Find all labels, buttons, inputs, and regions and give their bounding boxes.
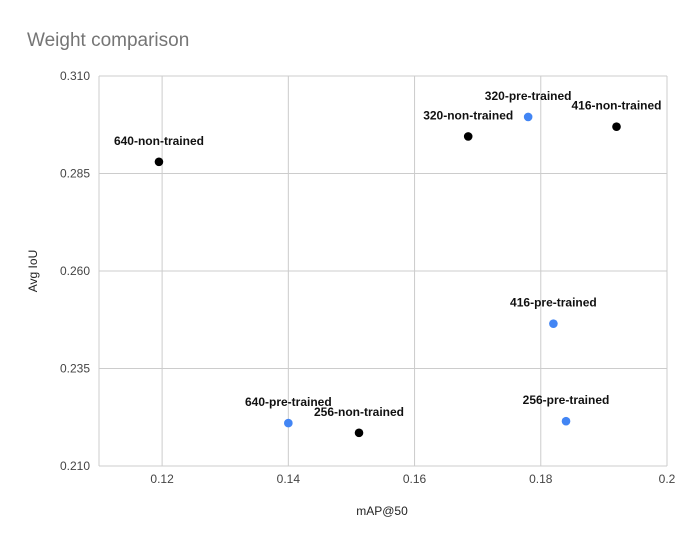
y-tick-label: 0.235: [60, 362, 90, 376]
data-point-256-pre-trained: [561, 416, 571, 426]
point-label: 320-pre-trained: [485, 89, 572, 103]
data-points: [154, 112, 621, 438]
point-label: 416-non-trained: [572, 99, 662, 113]
y-tick-label: 0.285: [60, 167, 90, 181]
x-tick-label: 0.14: [277, 472, 301, 486]
data-point-416-pre-trained: [549, 319, 558, 328]
data-point-320-non-trained: [463, 132, 473, 141]
data-point-640-non-trained: [154, 157, 164, 167]
point-label: 256-non-trained: [314, 405, 404, 419]
y-tick-label: 0.260: [60, 264, 90, 278]
x-tick-label: 0.2: [659, 472, 676, 486]
point-label: 640-non-trained: [114, 134, 204, 148]
x-axis-label: mAP@50: [356, 504, 408, 518]
point-label: 320-non-trained: [423, 108, 513, 122]
y-axis-label: Avg IoU: [26, 250, 40, 292]
data-point-640-pre-trained: [284, 418, 293, 428]
grid: [98, 75, 668, 467]
chart-title: Weight comparison: [27, 30, 189, 51]
point-label: 640-pre-trained: [245, 395, 332, 409]
data-point-320-pre-trained: [523, 112, 533, 122]
point-labels: 640-non-trained 320-non-trained 320-pre-tr…: [114, 89, 662, 419]
data-point-416-non-trained: [612, 122, 621, 131]
tick-labels: 0.210 0.235 0.260 0.285 0.310 0.12 0.14 0.16 0.1…: [60, 69, 676, 486]
y-tick-label: 0.210: [60, 459, 90, 473]
x-tick-label: 0.12: [150, 472, 174, 486]
x-tick-label: 0.16: [403, 472, 427, 486]
point-label: 416-pre-trained: [510, 296, 597, 310]
point-label: 256-pre-trained: [523, 393, 610, 407]
x-tick-label: 0.18: [529, 472, 553, 486]
y-tick-label: 0.310: [60, 69, 90, 83]
data-point-256-non-trained: [354, 428, 364, 438]
